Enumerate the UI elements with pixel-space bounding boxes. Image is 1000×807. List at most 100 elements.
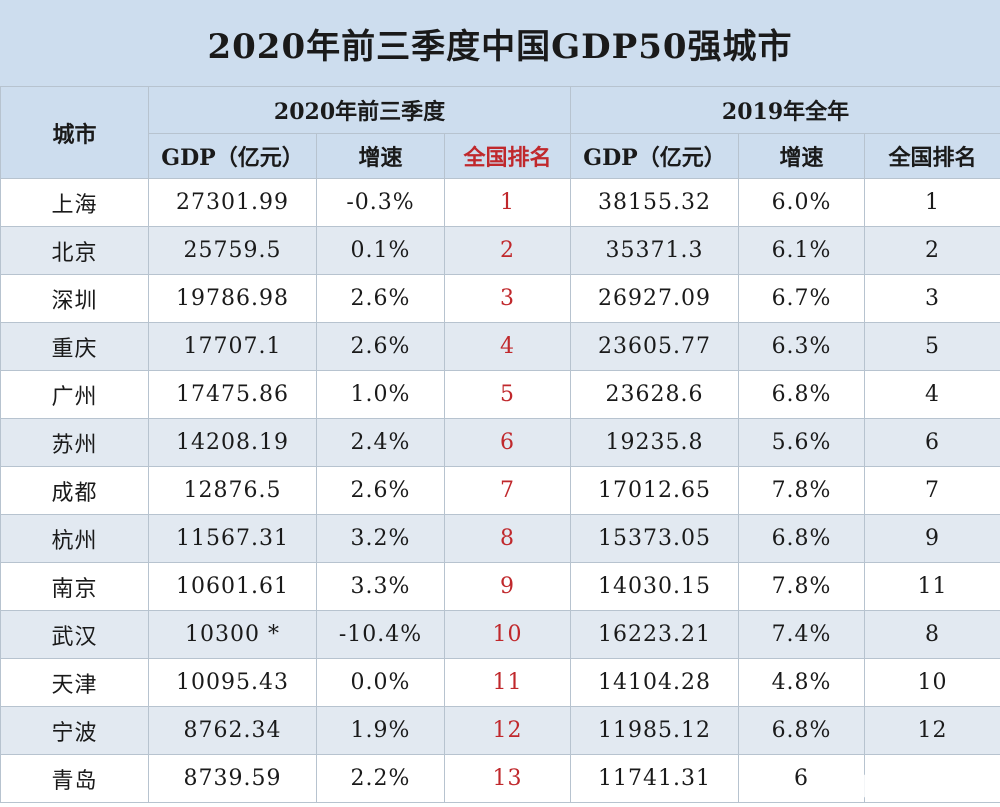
cell-rank-2020: 12 — [443, 706, 572, 755]
cell-gdp-2020: 27301.99 — [148, 178, 317, 227]
cell-gdp-2019: 17012.65 — [570, 466, 740, 515]
cell-growth-2020: 0.0% — [316, 658, 445, 707]
cell-growth-2019: 6.3% — [738, 322, 866, 371]
cell-rank-2020: 3 — [443, 274, 572, 323]
cell-rank-2019: 12 — [864, 706, 1000, 755]
cell-rank-2019: 11 — [864, 562, 1000, 611]
cell-growth-2020: 3.3% — [316, 562, 445, 611]
cell-rank-2020: 7 — [443, 466, 572, 515]
cell-rank-2019: 3 — [864, 274, 1000, 323]
cell-growth-2020: 1.0% — [316, 370, 445, 419]
cell-gdp-2019: 15373.05 — [570, 514, 740, 563]
cell-gdp-2020: 25759.5 — [148, 226, 317, 275]
cell-city: 成都 — [0, 466, 149, 515]
table-row: 天津 10095.43 0.0% 11 14104.28 4.8% 10 — [0, 658, 1000, 707]
header-group-2019: 2019年全年 — [570, 86, 1000, 134]
table-row: 重庆 17707.1 2.6% 4 23605.77 6.3% 5 — [0, 322, 1000, 371]
cell-rank-2020: 13 — [443, 754, 572, 803]
table-header: 城市 2020年前三季度 2019年全年 GDP（亿元） 增速 全国排名 GDP… — [0, 86, 1000, 179]
cell-rank-2019: 5 — [864, 322, 1000, 371]
table-row: 武汉 10300 * -10.4% 10 16223.21 7.4% 8 — [0, 610, 1000, 659]
cell-city: 天津 — [0, 658, 149, 707]
cell-rank-2020: 4 — [443, 322, 572, 371]
table-row: 南京 10601.61 3.3% 9 14030.15 7.8% 11 — [0, 562, 1000, 611]
cell-city: 武汉 — [0, 610, 149, 659]
watermark-cover — [860, 771, 970, 801]
cell-growth-2019: 6.8% — [738, 370, 866, 419]
cell-gdp-2019: 14030.15 — [570, 562, 740, 611]
cell-rank-2019: 7 — [864, 466, 1000, 515]
cell-rank-2020: 2 — [443, 226, 572, 275]
cell-city: 广州 — [0, 370, 149, 419]
header-gdp-2019: GDP（亿元） — [570, 133, 740, 179]
cell-gdp-2020: 11567.31 — [148, 514, 317, 563]
cell-city: 杭州 — [0, 514, 149, 563]
cell-city: 重庆 — [0, 322, 149, 371]
cell-growth-2020: 3.2% — [316, 514, 445, 563]
cell-rank-2019: 8 — [864, 610, 1000, 659]
cell-growth-2020: 0.1% — [316, 226, 445, 275]
cell-gdp-2020: 14208.19 — [148, 418, 317, 467]
cell-city: 苏州 — [0, 418, 149, 467]
cell-growth-2020: 2.6% — [316, 322, 445, 371]
cell-gdp-2019: 35371.3 — [570, 226, 740, 275]
header-gdp-2020: GDP（亿元） — [148, 133, 317, 179]
table-row: 苏州 14208.19 2.4% 6 19235.8 5.6% 6 — [0, 418, 1000, 467]
header-growth-2020: 增速 — [316, 133, 445, 179]
cell-rank-2020: 10 — [443, 610, 572, 659]
cell-growth-2019: 4.8% — [738, 658, 866, 707]
table-row: 宁波 8762.34 1.9% 12 11985.12 6.8% 12 — [0, 706, 1000, 755]
table-row: 广州 17475.86 1.0% 5 23628.6 6.8% 4 — [0, 370, 1000, 419]
header-group-2020: 2020年前三季度 — [147, 86, 572, 134]
cell-city: 南京 — [0, 562, 149, 611]
cell-gdp-2019: 11741.31 — [570, 754, 740, 803]
cell-growth-2020: 1.9% — [316, 706, 445, 755]
cell-rank-2020: 1 — [443, 178, 572, 227]
cell-rank-2020: 5 — [443, 370, 572, 419]
cell-growth-2020: 2.2% — [316, 754, 445, 803]
cell-rank-2019: 6 — [864, 418, 1000, 467]
cell-growth-2019: 7.8% — [738, 466, 866, 515]
cell-rank-2020: 11 — [443, 658, 572, 707]
cell-gdp-2020: 10601.61 — [148, 562, 317, 611]
cell-rank-2020: 9 — [443, 562, 572, 611]
cell-gdp-2020: 17707.1 — [148, 322, 317, 371]
cell-gdp-2020: 8762.34 — [148, 706, 317, 755]
cell-growth-2019: 6.1% — [738, 226, 866, 275]
cell-gdp-2020: 10095.43 — [148, 658, 317, 707]
table-row: 青岛 8739.59 2.2% 13 11741.31 6 — [0, 754, 1000, 803]
gdp-table: 城市 2020年前三季度 2019年全年 GDP（亿元） 增速 全国排名 GDP… — [0, 86, 1000, 803]
table-row: 杭州 11567.31 3.2% 8 15373.05 6.8% 9 — [0, 514, 1000, 563]
header-rank-2019: 全国排名 — [864, 133, 1000, 179]
cell-city: 青岛 — [0, 754, 149, 803]
cell-gdp-2019: 38155.32 — [570, 178, 740, 227]
cell-city: 北京 — [0, 226, 149, 275]
header-growth-2019: 增速 — [738, 133, 866, 179]
table-row: 上海 27301.99 -0.3% 1 38155.32 6.0% 1 — [0, 178, 1000, 227]
cell-growth-2020: 2.6% — [316, 466, 445, 515]
cell-growth-2020: 2.4% — [316, 418, 445, 467]
cell-gdp-2019: 23605.77 — [570, 322, 740, 371]
cell-gdp-2020: 12876.5 — [148, 466, 317, 515]
cell-gdp-2019: 19235.8 — [570, 418, 740, 467]
cell-city: 上海 — [0, 178, 149, 227]
cell-rank-2019: 2 — [864, 226, 1000, 275]
cell-growth-2020: -10.4% — [316, 610, 445, 659]
cell-gdp-2020: 8739.59 — [148, 754, 317, 803]
cell-gdp-2019: 16223.21 — [570, 610, 740, 659]
cell-rank-2019: 1 — [864, 178, 1000, 227]
cell-city: 宁波 — [0, 706, 149, 755]
table-row: 北京 25759.5 0.1% 2 35371.3 6.1% 2 — [0, 226, 1000, 275]
cell-gdp-2020: 17475.86 — [148, 370, 317, 419]
cell-rank-2020: 6 — [443, 418, 572, 467]
table-body: 上海 27301.99 -0.3% 1 38155.32 6.0% 1 北京 25759.5 0.… — [0, 178, 1000, 803]
table-row: 成都 12876.5 2.6% 7 17012.65 7.8% 7 — [0, 466, 1000, 515]
cell-growth-2019: 7.4% — [738, 610, 866, 659]
cell-growth-2020: 2.6% — [316, 274, 445, 323]
cell-growth-2019: 6.8% — [738, 706, 866, 755]
header-rank-2020: 全国排名 — [443, 133, 572, 179]
table-title: 2020年前三季度中国GDP50强城市 — [0, 0, 1000, 87]
cell-gdp-2019: 23628.6 — [570, 370, 740, 419]
table-row: 深圳 19786.98 2.6% 3 26927.09 6.7% 3 — [0, 274, 1000, 323]
